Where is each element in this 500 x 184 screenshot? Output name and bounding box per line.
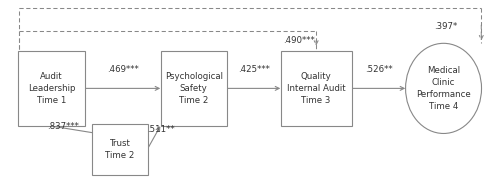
Text: .490***: .490***	[283, 36, 315, 45]
Text: .397*: .397*	[434, 22, 458, 31]
Text: Audit
Leadership
Time 1: Audit Leadership Time 1	[28, 72, 76, 105]
FancyArrowPatch shape	[85, 86, 159, 90]
FancyBboxPatch shape	[160, 51, 226, 126]
FancyBboxPatch shape	[18, 51, 84, 126]
FancyArrowPatch shape	[227, 86, 279, 90]
Text: .425***: .425***	[238, 65, 270, 74]
Text: .469***: .469***	[106, 65, 138, 74]
FancyBboxPatch shape	[92, 124, 148, 175]
Text: Quality
Internal Audit
Time 3: Quality Internal Audit Time 3	[287, 72, 346, 105]
Ellipse shape	[406, 43, 481, 133]
FancyArrowPatch shape	[147, 127, 160, 150]
Text: .837***: .837***	[47, 122, 79, 131]
Text: .526**: .526**	[365, 65, 392, 74]
FancyBboxPatch shape	[280, 51, 351, 126]
FancyArrowPatch shape	[52, 126, 98, 135]
Text: .511**: .511**	[147, 125, 174, 134]
Text: Psychological
Safety
Time 2: Psychological Safety Time 2	[164, 72, 222, 105]
Text: Trust
Time 2: Trust Time 2	[106, 139, 135, 160]
FancyArrowPatch shape	[352, 86, 404, 90]
Text: Medical
Clinic
Performance
Time 4: Medical Clinic Performance Time 4	[416, 66, 471, 111]
